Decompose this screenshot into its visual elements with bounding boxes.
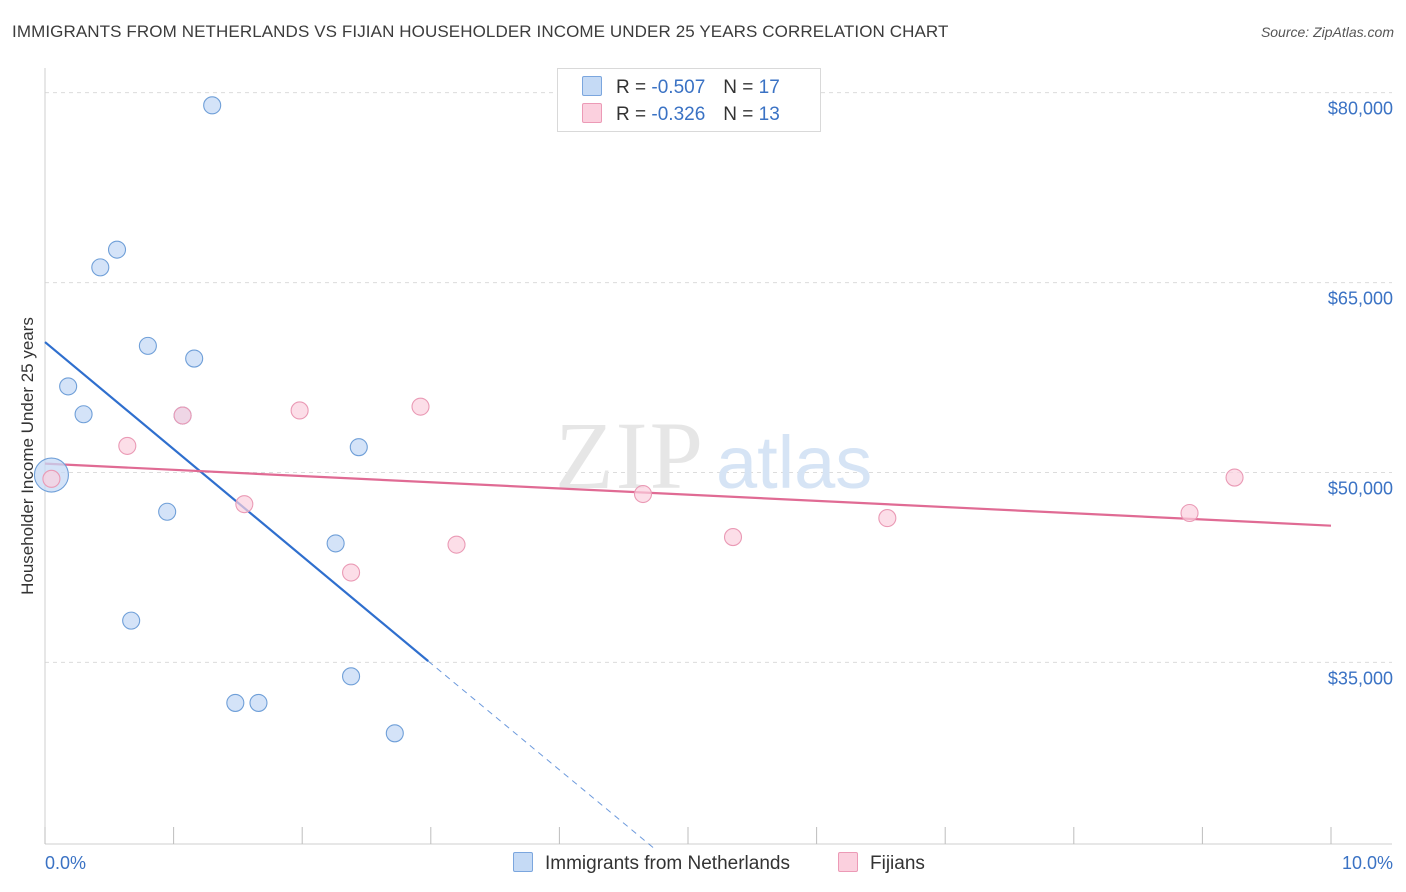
point-netherlands [226,693,245,712]
point-fijians [118,436,137,455]
point-netherlands [185,349,204,368]
point-netherlands [326,534,345,553]
point-netherlands [249,693,268,712]
point-netherlands [138,336,157,355]
x-tick-label-right: 10.0% [1342,853,1393,873]
point-fijians [173,406,192,425]
legend-n-label: N = [723,77,754,98]
point-fijians [411,397,430,416]
point-netherlands [107,240,127,259]
point-fijians [42,469,61,488]
chart-source: Source: ZipAtlas.com [1260,24,1394,40]
point-fijians [342,563,361,582]
point-fijians [1225,468,1244,487]
chart-title: IMMIGRANTS FROM NETHERLANDS VS FIJIAN HO… [12,22,949,41]
y-tick-label: $50,000 [1328,478,1393,498]
point-fijians [235,495,254,514]
trend-line-extension-netherlands [427,660,657,851]
x-tick-label-left: 0.0% [45,853,86,873]
data-points [33,96,1244,743]
correlation-legend: R = -0.507 N = 17 R = -0.326 N = 13 [557,68,821,132]
point-netherlands [342,667,361,686]
bottom-legend-netherlands[interactable]: Immigrants from Netherlands [513,852,790,875]
legend-n-value: 17 [758,77,780,98]
legend-r-label: R = [616,104,647,125]
legend-n-label: N = [723,104,754,125]
point-fijians [1180,503,1199,523]
bottom-legend-swatch-fijians [838,852,858,872]
y-axis-title: Householder Income Under 25 years [18,317,37,595]
point-netherlands [59,377,78,396]
legend-r-label: R = [616,77,647,98]
legend-swatch-fijians [582,103,602,123]
legend-n-value: 13 [758,104,780,125]
point-netherlands [349,438,368,457]
bottom-legend-label-fijians: Fijians [870,853,925,874]
point-netherlands [122,611,141,630]
legend-row-fijians: R = -0.326 N = 13 [582,103,780,125]
point-netherlands [385,724,404,743]
bottom-legend-label-netherlands: Immigrants from Netherlands [545,853,790,874]
y-tick-label: $35,000 [1328,668,1393,688]
point-fijians [447,535,466,554]
y-tick-label: $80,000 [1328,99,1393,119]
legend-r-value: -0.507 [651,77,706,98]
axes [44,68,1392,845]
trend-line-fijians [44,462,1332,527]
point-netherlands [74,405,93,424]
bottom-legend-fijians[interactable]: Fijians [838,852,925,875]
legend-swatch-netherlands [582,76,602,96]
gridlines [45,92,1392,663]
point-fijians [633,484,653,504]
point-netherlands [158,502,177,521]
point-netherlands [203,96,222,115]
point-fijians [878,509,897,528]
legend-r-value: -0.326 [651,104,706,125]
y-tick-label: $65,000 [1328,289,1393,309]
point-fijians [723,528,743,547]
tick-labels: $80,000 $65,000 $50,000 $35,000 0.0% 10.0% [45,99,1393,873]
legend-row-netherlands: R = -0.507 N = 17 [582,76,780,98]
point-netherlands [91,258,110,277]
point-fijians [290,401,309,420]
watermark-atlas: atlas [716,421,872,504]
bottom-legend-swatch-netherlands [513,852,533,872]
watermark: ZIP atlas [555,402,872,509]
